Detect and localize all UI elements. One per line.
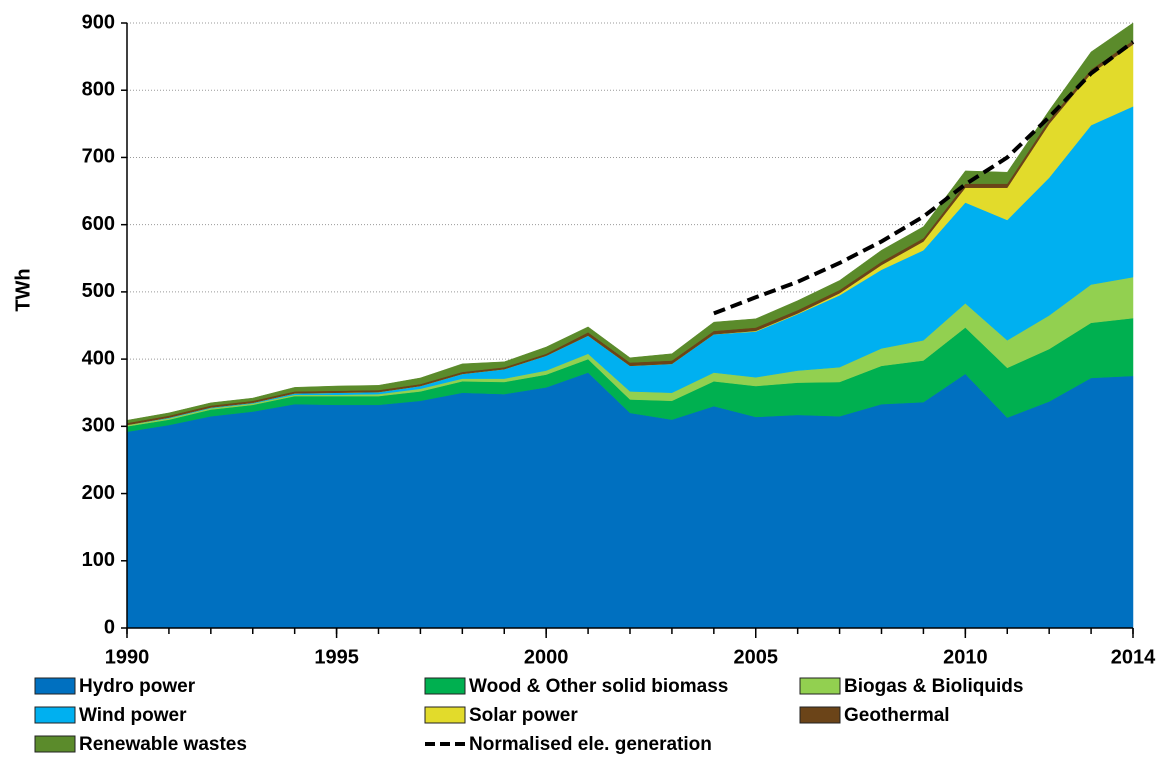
y-tick-label: 400 [82, 347, 115, 369]
legend-swatch [424, 706, 466, 724]
legend-label: Wood & Other solid biomass [469, 676, 728, 697]
y-axis-label: TWh [12, 268, 34, 311]
legend-label: Hydro power [79, 676, 196, 697]
legend-swatch [34, 677, 76, 695]
y-tick-label: 200 [82, 482, 115, 504]
legend-label: Wind power [79, 705, 187, 726]
y-tick-label: 900 [82, 11, 115, 33]
legend-swatch [34, 706, 76, 724]
legend-label: Renewable wastes [79, 734, 247, 755]
legend-label: Normalised ele. generation [469, 734, 712, 755]
y-tick-label: 600 [82, 213, 115, 235]
x-tick-label: 1990 [105, 646, 150, 668]
legend-label: Biogas & Bioliquids [844, 676, 1023, 697]
y-tick-label: 800 [82, 79, 115, 101]
y-tick-label: 0 [104, 616, 115, 638]
legend-label: Geothermal [844, 705, 950, 726]
legend-swatch [34, 735, 76, 753]
x-tick-label: 2014 [1111, 646, 1156, 668]
x-tick-label: 2005 [734, 646, 779, 668]
y-tick-label: 100 [82, 549, 115, 571]
legend-swatch [799, 677, 841, 695]
x-tick-label: 2010 [943, 646, 988, 668]
legend-label: Solar power [469, 705, 578, 726]
y-tick-label: 700 [82, 146, 115, 168]
x-tick-label: 1995 [314, 646, 359, 668]
area [126, 22, 1134, 424]
x-tick-label: 2000 [524, 646, 569, 668]
y-tick-label: 300 [82, 415, 115, 437]
legend-swatch [799, 706, 841, 724]
legend-swatch [424, 677, 466, 695]
y-tick-label: 500 [82, 280, 115, 302]
line [713, 40, 1135, 316]
